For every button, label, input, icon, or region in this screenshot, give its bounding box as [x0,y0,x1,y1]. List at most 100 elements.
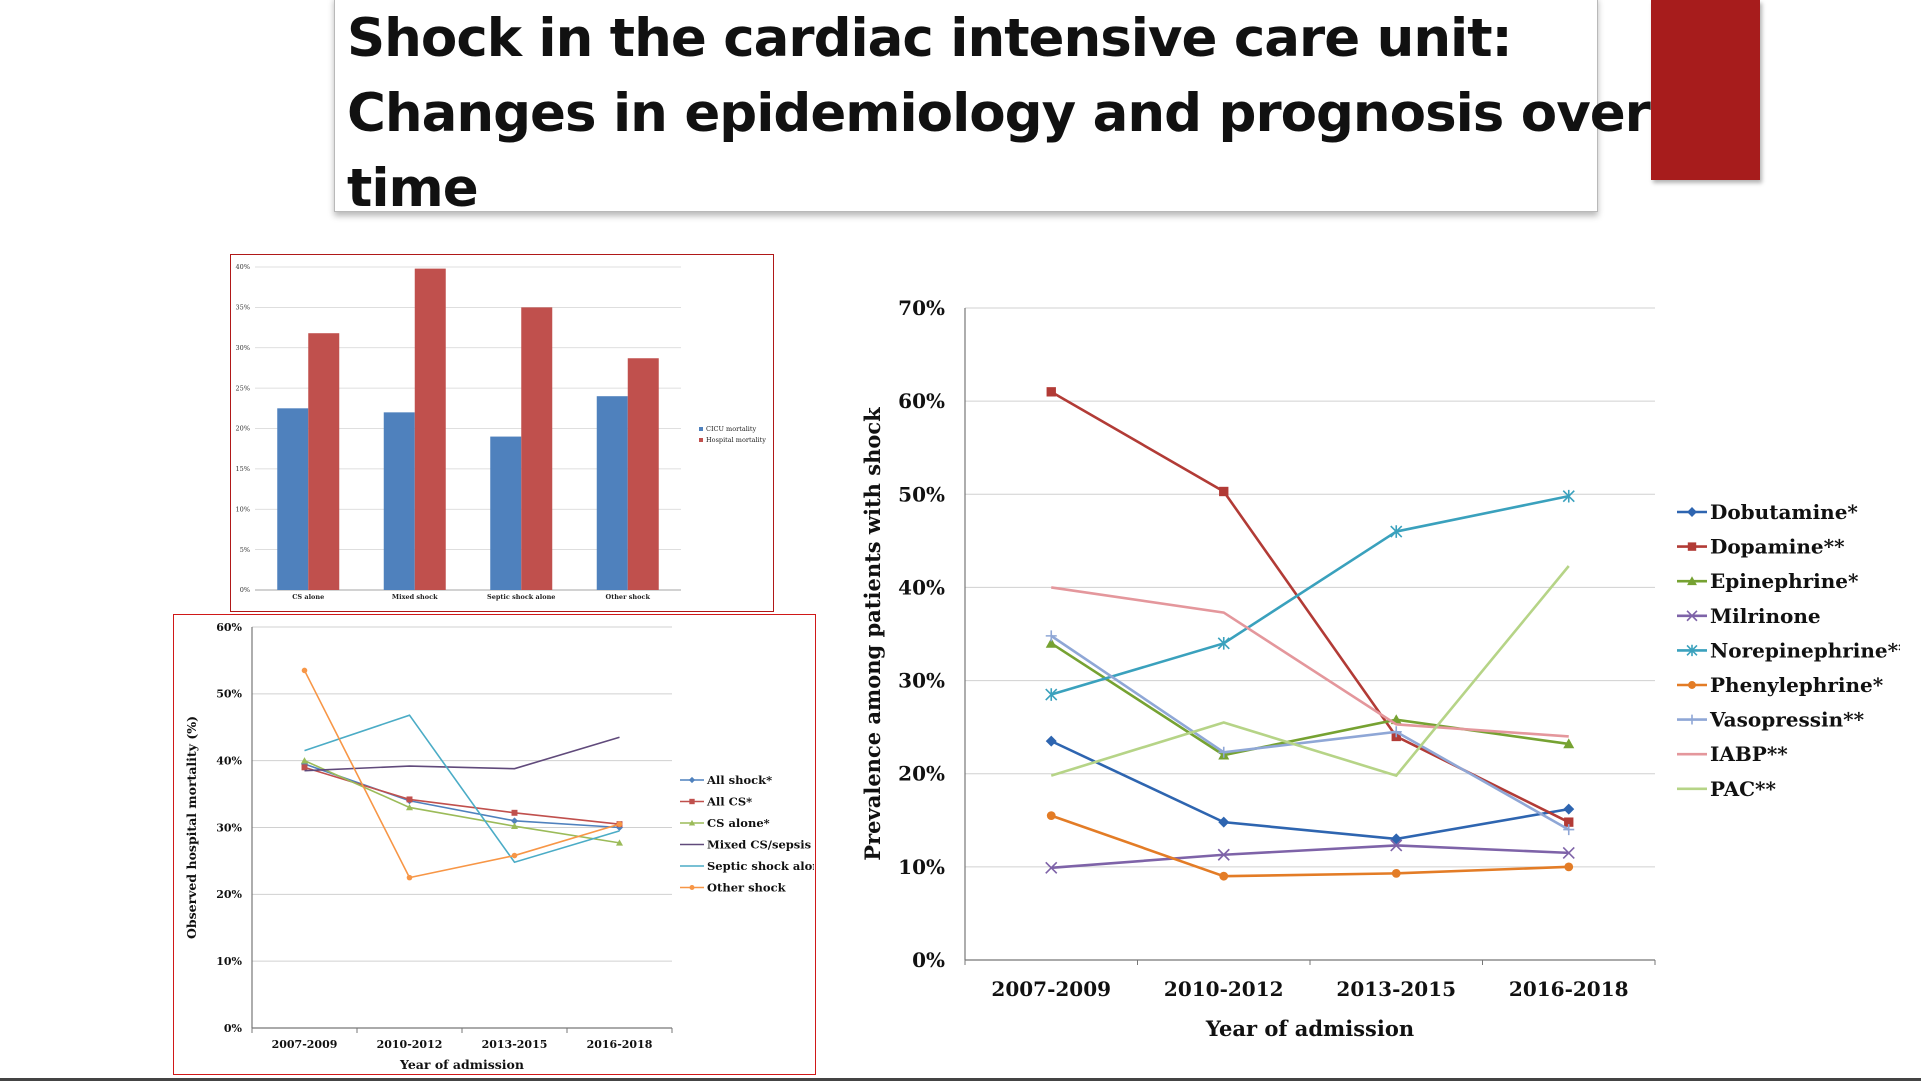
series-dopamine [1046,387,1574,827]
point-vasopressin [1045,630,1057,642]
x-category-label: Septic shock alone [487,593,555,601]
slide-title: Shock in the cardiac intensive care unit… [334,0,1651,219]
legend-swatch-hospital-mortality [699,438,703,442]
y-tick-label: 40% [216,755,242,768]
y-tick-label: 20% [236,425,250,433]
series-pac [1050,565,1570,778]
legend-label-norepinephrine: Norepinephrine** [1710,638,1900,662]
x-category-label: 2010-2012 [1164,977,1284,1001]
x-category-label: 2013-2015 [482,1038,548,1051]
y-axis-title: Observed hospital mortality (%) [184,716,199,939]
y-tick-label: 50% [216,688,242,701]
y-tick-label: 0% [240,586,250,594]
point-norepinephrine [1045,688,1058,701]
legend-label-mixed-cs-sepsis: Mixed CS/sepsis [707,838,811,852]
legend-marker-vasopressin [1687,714,1697,725]
point-cs-alone [301,757,308,764]
x-category-label: CS alone [292,593,324,601]
legend-label-hospital-mortality: Hospital mortality [706,436,766,444]
legend-marker-cs-alone [688,819,696,826]
point-dopamine [1219,486,1229,497]
y-tick-label: 30% [236,344,250,352]
line-dobutamine [1050,739,1569,841]
y-tick-label: 30% [898,669,945,693]
bar-chart-frame: 0% 5% 10% 15% 20% 25% 30% 35% 40% CS alone Mixed s… [230,254,774,612]
y-tick-label: 5% [240,546,250,554]
line-pac [1050,565,1570,778]
title-line-1: Shock in the cardiac intensive care unit… [347,8,1513,69]
x-axis-title: Year of admission [1205,1016,1414,1040]
x-category-label: 2007-2009 [991,977,1111,1001]
point-other-shock [616,821,623,827]
legend-swatch-cicu-mortality [699,427,703,431]
series-milrinone [1045,839,1575,874]
series-all-cs [301,764,623,828]
x-category-label: Other shock [606,593,651,601]
line-mixed-cs-sepsis [304,736,620,772]
point-phenylephrine [1046,811,1056,821]
legend-marker-milrinone [1686,610,1698,622]
prevalence-chart-frame: 0% 10% 20% 30% 40% 50% 60% 70% 2007-2009 2010-201… [840,270,1909,1041]
line-septic-shock-alone [304,714,620,864]
x-category-label: 2016-2018 [587,1038,653,1051]
point-milrinone [1390,839,1403,852]
y-tick-label: 60% [216,621,242,634]
x-category-label: 2016-2018 [1509,977,1629,1001]
line-all-cs [304,766,620,825]
series-vasopressin [1045,630,1575,836]
bar-hospital-mortality-other-shock [627,358,659,590]
y-tick-label: 60% [898,389,945,413]
point-other-shock [406,874,413,881]
point-vasopressin [1563,824,1575,836]
point-all-cs [511,809,518,816]
series-mixed-cs-sepsis [304,736,620,772]
point-phenylephrine [1391,868,1401,878]
y-tick-label: 25% [236,384,250,392]
bottom-rule [0,1078,1921,1081]
series-cs-alone [301,757,623,846]
legend-label-all-shock: All shock* [706,773,772,787]
line-dopamine [1050,390,1570,824]
x-axis-title: Year of admission [399,1057,524,1072]
y-tick-label: 40% [898,575,945,599]
point-dobutamine [1218,816,1230,828]
bar-cicu-mortality-other-shock [596,396,628,590]
bar-hospital-mortality-septic-shock-alone [521,307,553,590]
point-other-shock [511,852,518,859]
legend-marker-phenylephrine [1688,681,1696,689]
series-norepinephrine [1045,489,1575,701]
bar-cicu-mortality-mixed-shock [383,412,415,590]
legend-marker-dopamine [1687,542,1697,551]
point-norepinephrine [1390,525,1403,538]
y-tick-label: 0% [912,948,945,972]
y-tick-label: 70% [898,296,945,320]
point-epinephrine [1045,637,1057,648]
legend-label-dobutamine: Dobutamine* [1710,500,1858,524]
series-iabp [1051,586,1569,738]
title-line-2: Changes in epidemiology and prognosis ov… [347,83,1651,144]
point-milrinone [1562,846,1575,859]
bar-hospital-mortality-cs-alone [308,333,340,590]
title-line-3: time [347,158,479,219]
y-tick-label: 10% [898,855,945,879]
line-other-shock [303,670,620,879]
legend-label-cs-alone: CS alone* [707,816,770,830]
legend-marker-all-cs [689,798,695,805]
mortality-chart-frame: 0% 10% 20% 30% 40% 50% 60% 2007-2009 2010-2012 20… [173,614,828,1075]
legend-marker-dobutamine [1687,507,1697,517]
x-category-label: 2007-2009 [272,1038,338,1051]
bar-chart: 0% 5% 10% 15% 20% 25% 30% 35% 40% CS alone Mixed s… [236,263,767,601]
point-dobutamine [1390,833,1402,845]
point-other-shock [301,667,308,674]
x-category-label: 2013-2015 [1336,977,1456,1001]
series-epinephrine [1045,637,1575,760]
legend-label-other-shock: Other shock [707,881,787,895]
legend-label-dopamine: Dopamine** [1710,535,1845,559]
point-vasopressin [1390,726,1402,738]
point-vasopressin [1218,746,1230,758]
bar-cicu-mortality-cs-alone [277,408,309,590]
legend-marker-all-shock [688,776,696,784]
bar-cicu-mortality-septic-shock-alone [490,436,522,590]
point-phenylephrine [1219,871,1229,881]
legend-label-epinephrine: Epinephrine* [1710,569,1859,593]
